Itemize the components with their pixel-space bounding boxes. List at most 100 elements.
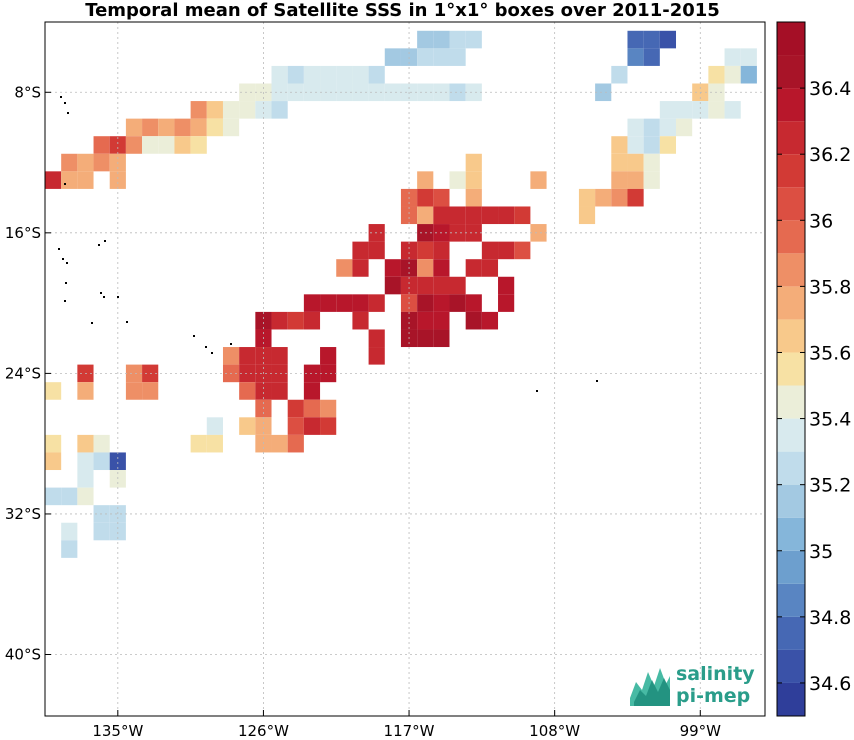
sss-cell [417, 329, 434, 348]
sss-cell [174, 136, 191, 154]
sss-cell [449, 171, 466, 189]
sss-cell [239, 417, 256, 435]
x-axis: 135°W 126°W 117°W 108°W 99°W [92, 710, 721, 740]
island-speck [65, 282, 67, 284]
sss-cell [206, 101, 223, 119]
colorbar-tick-label: 35.2 [809, 475, 851, 497]
sss-cell [417, 276, 434, 295]
colorbar-tick-label: 36 [809, 210, 833, 232]
sss-cell [676, 101, 693, 119]
sss-cell [255, 417, 272, 435]
sss-cell [595, 188, 612, 207]
sss-cell [45, 171, 62, 189]
colorbar-tick-label: 35.4 [809, 409, 851, 431]
island-speck [66, 262, 68, 264]
island-speck [98, 244, 100, 246]
sss-cell [255, 382, 272, 400]
x-tick-label: 108°W [529, 722, 580, 740]
sss-cell [271, 382, 288, 400]
sss-cell [643, 30, 660, 49]
island-speck [67, 112, 69, 114]
colorbar-level [777, 418, 805, 452]
colorbar-level [777, 253, 805, 287]
sss-cell [417, 171, 434, 189]
sss-cell [498, 276, 515, 295]
sss-cell [142, 136, 159, 154]
sss-cell [514, 241, 531, 260]
sss-cell [109, 136, 126, 154]
colorbar-level [777, 88, 805, 122]
sss-cell [271, 434, 288, 453]
sss-cell [724, 48, 741, 66]
logo-line1: salinity [676, 663, 755, 685]
sss-cell [400, 311, 418, 330]
sss-cell [449, 30, 466, 49]
sss-cell [352, 65, 369, 84]
colorbar-level [777, 352, 805, 386]
sss-cell [93, 434, 110, 453]
sss-cell [643, 48, 660, 66]
sss-cell [77, 470, 94, 488]
island-speck [100, 292, 102, 294]
sss-cell [45, 382, 62, 400]
sss-cell [109, 171, 126, 189]
colorbar-level [777, 385, 805, 419]
sss-cell [287, 434, 304, 453]
colorbar-level [777, 319, 805, 353]
x-tick-label: 117°W [384, 722, 435, 740]
sss-cell [303, 65, 321, 84]
sss-cell [158, 136, 175, 154]
colorbar-level [777, 220, 805, 254]
sss-cell [303, 417, 321, 435]
sss-cell [142, 382, 159, 400]
islands [58, 96, 598, 392]
sss-cell [352, 311, 369, 330]
sss-cell [239, 347, 256, 365]
sss-cell [158, 118, 175, 137]
sss-cell [320, 347, 337, 365]
sss-cell [627, 171, 644, 189]
sss-cell [384, 48, 401, 66]
sss-cell [611, 188, 628, 207]
sss-cell [61, 522, 78, 541]
sss-cell [320, 294, 337, 312]
sss-cell [465, 30, 482, 49]
sss-cell [530, 224, 547, 242]
colorbar-levels [777, 22, 805, 716]
sss-cell [433, 188, 450, 207]
sss-cell [627, 136, 644, 154]
colorbar-level [777, 550, 805, 584]
colorbar-ticks: 34.6 34.8 35 35.2 35.4 35.6 35.8 36 36.2 36.4 [777, 78, 851, 695]
sss-cell [708, 101, 725, 119]
colorbar-frame [776, 21, 806, 717]
island-speck [596, 380, 598, 382]
sss-cell [384, 276, 401, 295]
sss-cell [93, 452, 110, 471]
sss-cell [465, 83, 482, 102]
sss-cell [659, 118, 677, 137]
colorbar-level [777, 517, 805, 551]
sss-cell [449, 294, 466, 312]
colorbar-level [777, 286, 805, 320]
sss-cell [643, 118, 660, 137]
x-tick-label: 99°W [680, 722, 722, 740]
sss-cell [465, 171, 482, 189]
sss-cell [433, 294, 450, 312]
sss-cell [465, 206, 482, 225]
chart-title: Temporal mean of Satellite SSS in 1°x1° … [85, 0, 720, 21]
sss-cell [368, 65, 385, 84]
sss-cell [222, 118, 240, 137]
sss-cell [417, 206, 434, 225]
sss-cell [433, 30, 450, 49]
sss-cell [433, 329, 450, 348]
sss-cell [125, 136, 143, 154]
sss-cell [433, 259, 450, 277]
sss-cell [352, 259, 369, 277]
sss-cell [417, 259, 434, 277]
sss-cell [77, 487, 94, 506]
sss-cell [417, 48, 434, 66]
sss-cell [287, 65, 304, 84]
sss-cell [61, 153, 78, 172]
sss-cell [611, 171, 628, 189]
sss-cell [643, 171, 660, 189]
